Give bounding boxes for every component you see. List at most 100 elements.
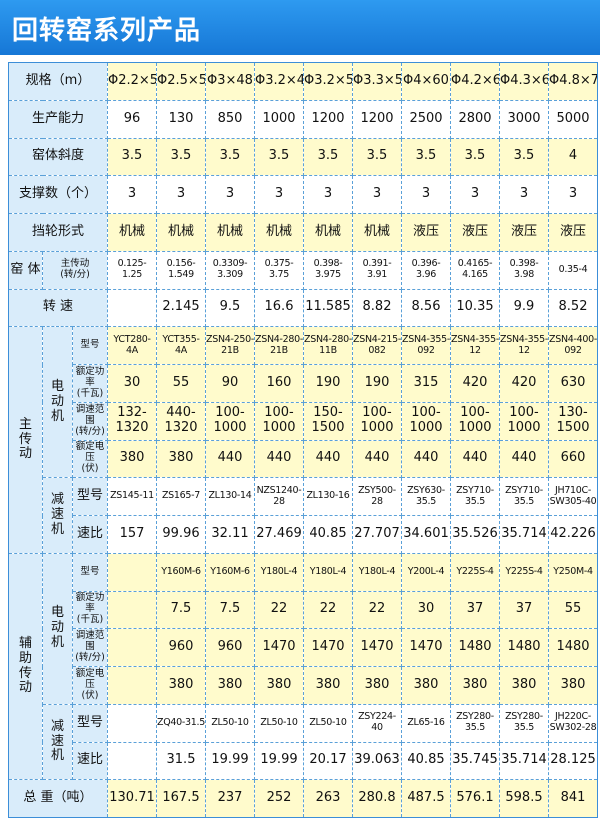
cell: ZSN4-280-11B	[303, 326, 353, 365]
cell: 315	[401, 364, 451, 403]
cell: 1470	[401, 628, 451, 667]
cell: ZS165-7	[156, 477, 206, 516]
cell: 3	[401, 175, 451, 214]
cell: Φ2.2×50	[107, 62, 157, 101]
cell: ZL50-10	[205, 703, 255, 743]
row-label: 主 传 动	[8, 326, 43, 554]
cell: Φ4.8×74	[548, 62, 598, 101]
cell: 35.714	[499, 741, 549, 781]
cell: 190	[352, 364, 402, 403]
cell: 440	[401, 439, 451, 479]
cell: 3	[499, 175, 549, 214]
cell: ZSY500-28	[352, 477, 402, 516]
cell: 37	[499, 590, 549, 630]
cell	[107, 552, 157, 592]
cell: Φ4×60	[401, 62, 451, 101]
cell: 3.5	[352, 137, 402, 177]
cell	[107, 666, 157, 705]
cell: 380	[450, 666, 500, 705]
cell: ZSN4-355-092	[401, 326, 451, 365]
cell: ZSY224-40	[352, 703, 402, 743]
cell: 380	[107, 439, 157, 479]
row-label: 电 动 机	[42, 552, 73, 705]
cell: 630	[548, 364, 598, 403]
table-row: 减 速 机型号 ZS145-11 ZS165-7 ZL130-14 NZS1240-28…	[9, 477, 598, 554]
cell: Y160M-6	[156, 552, 206, 592]
cell: 3	[303, 175, 353, 214]
cell: 3.5	[303, 137, 353, 177]
cell: 576.1	[450, 779, 500, 818]
cell: 4	[548, 137, 598, 177]
row-label: 速比	[72, 741, 108, 781]
cell: Y225S-4	[499, 552, 549, 592]
cell: Φ3×48	[205, 62, 255, 101]
cell	[107, 628, 157, 667]
cell: JH220C- SW302-28	[548, 703, 598, 743]
cell: 1480	[499, 628, 549, 667]
cell: 440	[499, 439, 549, 479]
cell: 3	[548, 175, 598, 214]
cell: 机械	[352, 213, 402, 252]
table-row: 速比 157 99.96 32.11 27.469 40.85 27.707 34.601 35…	[9, 515, 598, 554]
cell: 3.5	[254, 137, 304, 177]
cell: YCT355-4A	[156, 326, 206, 365]
cell: 19.99	[205, 741, 255, 781]
cell: 27.469	[254, 515, 304, 554]
cell: Y180L-4	[303, 552, 353, 592]
row-label: 电 动 机	[42, 326, 73, 479]
row-label: 额定功率 (千瓦)	[72, 590, 108, 630]
cell: 100-1000	[450, 401, 500, 441]
cell: 35.745	[450, 741, 500, 781]
row-label: 总 重（吨）	[8, 779, 108, 818]
cell: 5000	[548, 99, 598, 139]
table-row: 生产能力 96 130 850 1000 1200 1200 2500 2800 3000 5000	[8, 99, 598, 139]
cell: 1200	[303, 99, 353, 139]
cell: ZSN4-215-082	[352, 326, 402, 365]
cell: 8.82	[352, 288, 402, 328]
cell: ZQ40-31.5	[156, 703, 206, 743]
cell: 35.526	[450, 515, 500, 554]
cell: 380	[156, 439, 206, 479]
cell: ZL130-16	[303, 477, 353, 516]
row-label: 转 速	[8, 288, 108, 328]
cell: 机械	[205, 213, 255, 252]
cell: 液压	[499, 213, 549, 252]
cell: 380	[548, 666, 598, 705]
cell: 22	[254, 590, 304, 630]
cell: 850	[205, 99, 255, 139]
cell: 2800	[450, 99, 500, 139]
cell: 130	[156, 99, 206, 139]
table-row: 窑 体主传动 (转/分) 0.125-1.25 0.156-1.549 0.3309-…	[8, 250, 598, 290]
table-row: 调速范围 (转/分) 132-1320 440-1320 100-1000 100-10…	[9, 401, 598, 441]
cell: Y180L-4	[352, 552, 402, 592]
cell: 9.9	[499, 288, 549, 328]
cell: Φ2.5×50	[156, 62, 206, 101]
row-label: 速比	[72, 515, 108, 554]
row-label: 型号	[72, 703, 108, 743]
cell: 39.063	[352, 741, 402, 781]
cell: 380	[401, 666, 451, 705]
cell: 0.398-3.98	[499, 250, 549, 290]
table-row: 速比 31.5 19.99 19.99 20.17 39.063 40.85 35.745 35…	[9, 741, 598, 781]
cell: 37	[450, 590, 500, 630]
cell: 130.71	[107, 779, 157, 818]
cell	[107, 590, 157, 630]
cell: 1470	[303, 628, 353, 667]
cell: ZSN4-355-12	[450, 326, 500, 365]
cell: 0.125-1.25	[107, 250, 157, 290]
cell: ZL50-10	[303, 703, 353, 743]
cell: 1470	[254, 628, 304, 667]
cell: ZSN4-355-12	[499, 326, 549, 365]
row-label: 挡轮形式	[8, 213, 108, 252]
cell: NZS1240-28	[254, 477, 304, 516]
cell: 7.5	[205, 590, 255, 630]
cell: 132-1320	[107, 401, 157, 441]
table-row: 规格（m）Φ2.2×50Φ2.5×50Φ3×48Φ3.2×48Φ3.2×50Φ3…	[8, 62, 598, 101]
row-label: 型号	[72, 477, 108, 516]
cell: Φ3.2×50	[303, 62, 353, 101]
cell: 40.85	[401, 741, 451, 781]
cell: 440	[205, 439, 255, 479]
cell: 440	[303, 439, 353, 479]
cell: 9.5	[205, 288, 255, 328]
